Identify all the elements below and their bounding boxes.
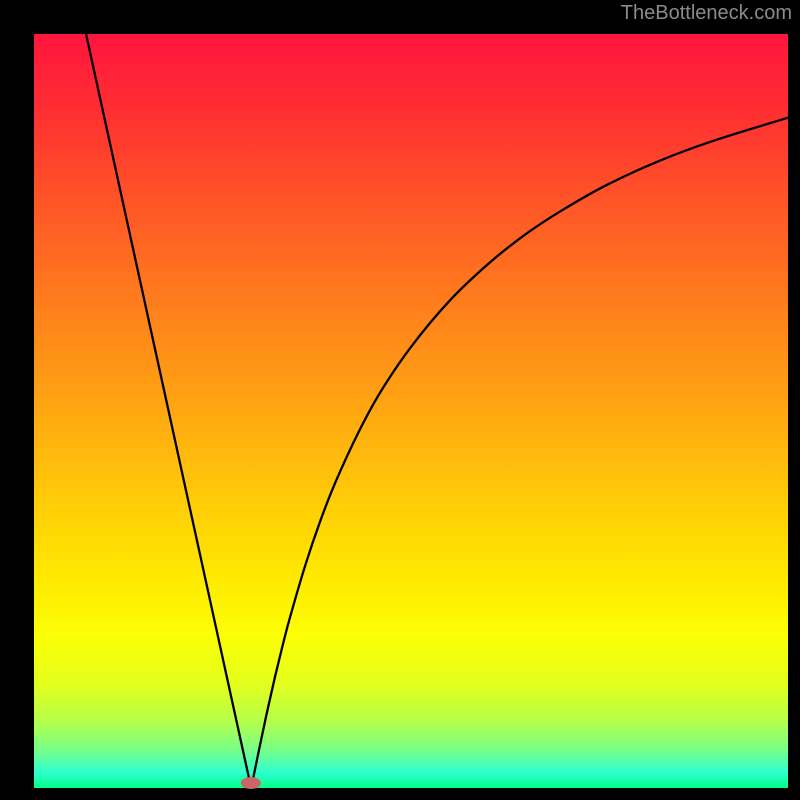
plot-area (34, 34, 788, 788)
bottleneck-curve (34, 34, 788, 788)
curve-path (86, 34, 788, 788)
watermark-text: TheBottleneck.com (621, 2, 792, 25)
